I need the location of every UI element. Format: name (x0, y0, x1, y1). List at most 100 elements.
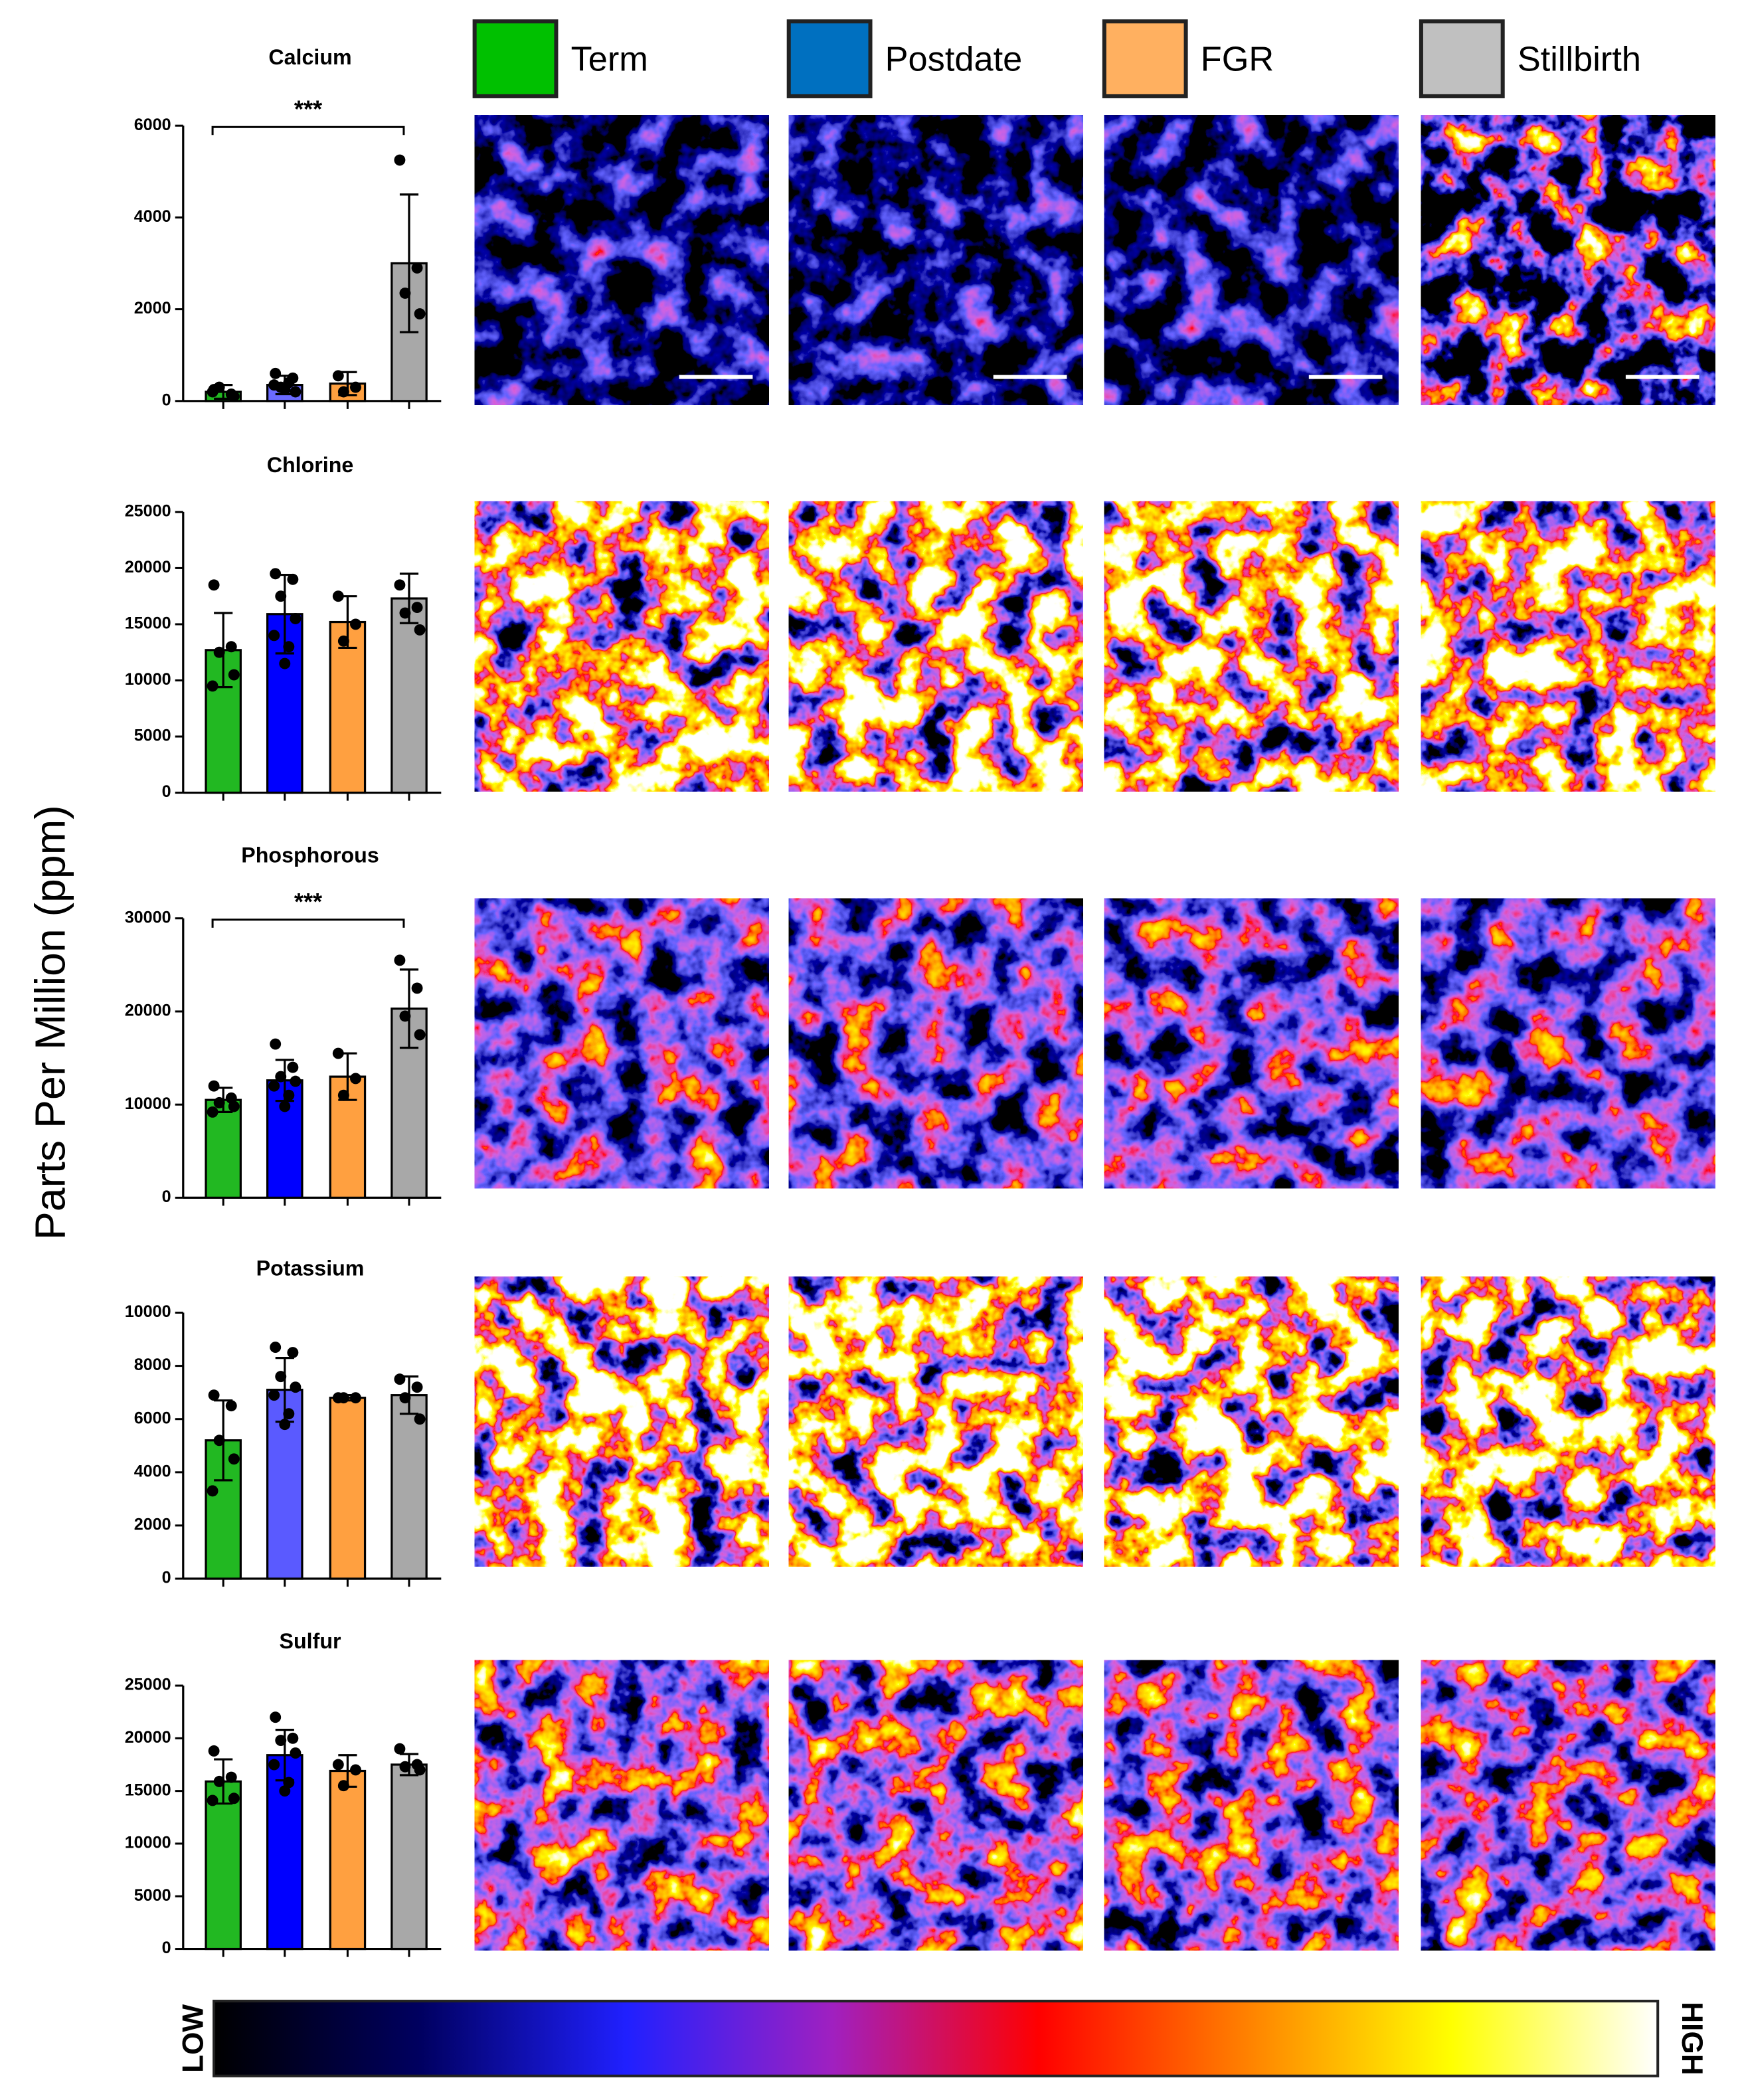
y-tick-label: 5000 (134, 1886, 171, 1905)
data-point (414, 1413, 426, 1425)
data-point (399, 607, 411, 619)
data-point (411, 602, 423, 614)
element-map (788, 1660, 1083, 1951)
data-point (279, 1785, 291, 1797)
data-point (270, 568, 282, 580)
data-point (213, 1096, 225, 1108)
bar (391, 1763, 428, 1951)
data-point (287, 573, 299, 585)
data-point (270, 1342, 282, 1354)
y-tick-label: 0 (162, 391, 171, 409)
element-map (788, 898, 1083, 1189)
bar (329, 1769, 367, 1951)
data-point (283, 1408, 295, 1420)
data-point (270, 1711, 282, 1723)
data-point (290, 1381, 302, 1393)
data-point (283, 1089, 295, 1101)
y-axis-label: Parts Per Million (ppm) (27, 805, 74, 1240)
bar (329, 1397, 367, 1580)
data-point (208, 579, 220, 591)
significance-bracket (211, 126, 405, 135)
data-point (225, 641, 237, 653)
data-point (208, 1080, 220, 1092)
y-tick-label: 25000 (125, 502, 171, 521)
element-map (1421, 1276, 1715, 1567)
data-point (279, 657, 291, 669)
y-tick-label: 4000 (134, 207, 171, 226)
data-point (411, 262, 423, 274)
y-tick-label: 5000 (134, 727, 171, 745)
data-point (279, 384, 291, 395)
data-point (207, 386, 218, 398)
data-point (207, 1794, 218, 1806)
significance-label: *** (294, 888, 323, 915)
error-bar (399, 968, 419, 1049)
chart-title: Chlorine (267, 453, 354, 477)
data-point (337, 635, 349, 647)
data-point (350, 618, 361, 630)
significance-bracket (211, 919, 405, 928)
bar (329, 620, 367, 794)
bar (266, 613, 304, 794)
data-point (207, 1485, 218, 1497)
data-point (337, 386, 349, 398)
element-map (474, 898, 769, 1189)
data-point (332, 370, 344, 382)
legend-label: Postdate (885, 40, 1023, 78)
element-map (1104, 898, 1399, 1189)
element-map (1104, 501, 1399, 792)
element-map (1421, 501, 1715, 792)
data-point (287, 1732, 299, 1744)
legend-swatch (786, 19, 873, 98)
data-point (268, 630, 280, 642)
error-bar (399, 193, 419, 333)
element-map (474, 1276, 769, 1567)
legend-swatch (1419, 19, 1505, 98)
element-map (474, 501, 769, 792)
data-point (399, 1392, 411, 1404)
y-tick-label: 20000 (125, 1002, 171, 1020)
data-point (225, 1400, 237, 1412)
data-point (213, 1775, 225, 1787)
y-tick-label: 0 (162, 1187, 171, 1206)
data-point (287, 1061, 299, 1073)
y-tick-label: 8000 (134, 1356, 171, 1374)
y-tick-label: 0 (162, 1939, 171, 1957)
data-point (414, 308, 426, 319)
element-map (1421, 115, 1715, 405)
y-tick-label: 20000 (125, 558, 171, 576)
data-point (332, 1759, 344, 1771)
y-tick-label: 15000 (125, 614, 171, 633)
element-map (788, 1276, 1083, 1567)
element-map (474, 115, 769, 405)
data-point (414, 1029, 426, 1041)
y-tick-label: 30000 (125, 908, 171, 926)
legend-swatch (472, 19, 559, 98)
data-point (279, 1100, 291, 1112)
data-point (275, 590, 287, 602)
data-point (225, 1771, 237, 1783)
element-map (1104, 1276, 1399, 1567)
data-point (208, 1389, 220, 1401)
chart-title: Calcium (268, 45, 351, 69)
colorbar-low: LOW (177, 2004, 210, 2073)
data-point (399, 1010, 411, 1022)
colorbar (213, 2000, 1660, 2077)
data-point (394, 954, 406, 966)
element-map (474, 1660, 769, 1951)
data-point (394, 1373, 406, 1385)
chart-title: Phosphorous (241, 843, 379, 867)
data-point (279, 1419, 291, 1431)
data-point (275, 1071, 287, 1083)
data-point (411, 982, 423, 994)
data-point (268, 379, 280, 391)
significance-label: *** (294, 96, 323, 123)
data-point (290, 1747, 302, 1759)
data-point (275, 1735, 287, 1746)
chart-title: Sulfur (280, 1629, 341, 1653)
data-point (268, 1389, 280, 1401)
legend-label: Term (571, 40, 648, 78)
data-point (350, 1392, 361, 1404)
